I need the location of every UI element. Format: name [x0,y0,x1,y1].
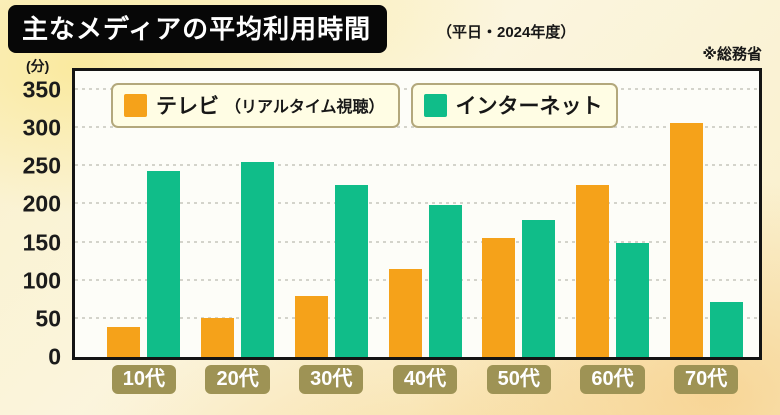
y-axis-unit-label: (分) [26,58,50,74]
legend-internet-label: インターネット [455,95,603,118]
x-label-20代: 20代 [205,365,270,394]
legend-item-internet: インターネット [410,83,618,128]
bar-group-60代 [566,185,660,357]
legend-tv-sublabel: （リアルタイム視聴） [225,99,385,116]
y-tick-350: 350 [22,76,61,103]
y-tick-0: 0 [48,343,61,370]
bar-internet-60代 [615,243,649,357]
legend: テレビ （リアルタイム視聴） インターネット [111,83,618,128]
x-axis-labels: 10代 20代 30代 40代 50代 60代 70代 [75,365,759,394]
x-label-30代: 30代 [299,365,364,394]
bar-group-50代 [472,220,566,357]
bar-tv-40代 [388,268,422,357]
bar-group-10代 [97,170,191,357]
y-axis-ticks: 0 50 100 150 200 250 300 350 [0,71,64,368]
x-label-slot-70代: 70代 [659,365,753,394]
x-label-40代: 40代 [392,365,458,394]
x-label-slot-10代: 10代 [97,365,191,394]
gridline-200 [75,202,759,205]
plot-area: テレビ （リアルタイム視聴） インターネット [72,68,762,360]
bar-tv-20代 [201,318,235,357]
y-tick-300: 300 [22,114,61,141]
x-label-slot-60代: 60代 [566,365,660,394]
bar-group-40代 [378,205,472,357]
bar-tv-30代 [294,295,328,357]
bar-tv-60代 [575,185,609,357]
y-tick-250: 250 [22,152,61,179]
page-title: 主なメディアの平均利用時間 [8,5,388,53]
legend-item-tv: テレビ （リアルタイム視聴） [111,83,400,128]
bar-internet-30代 [334,185,368,357]
y-tick-100: 100 [22,267,61,294]
x-label-slot-20代: 20代 [191,365,285,394]
internet-color-swatch [423,93,447,117]
bar-group-70代 [659,122,753,357]
bar-internet-10代 [147,170,181,357]
bar-internet-40代 [428,205,462,357]
x-label-slot-30代: 30代 [284,365,378,394]
bar-tv-70代 [669,122,703,357]
bar-group-30代 [284,185,378,357]
x-label-60代: 60代 [580,365,645,394]
y-tick-200: 200 [22,190,61,217]
x-label-70代: 70代 [674,365,739,394]
legend-tv-label: テレビ [156,95,219,118]
gridline-250 [75,164,759,167]
bar-internet-70代 [709,302,743,357]
tv-color-swatch [124,93,147,117]
y-tick-50: 50 [35,305,61,332]
bar-group-20代 [191,161,285,357]
x-label-10代: 10代 [111,365,176,394]
bar-tv-10代 [107,327,141,357]
bar-internet-20代 [241,161,275,357]
bar-tv-50代 [482,238,516,357]
data-source-note: ※総務省 [702,46,762,63]
x-label-slot-40代: 40代 [378,365,472,394]
bar-internet-50代 [522,220,556,357]
x-label-50代: 50代 [486,365,551,394]
title-period-note: （平日・2024年度） [437,24,576,41]
gridline-150 [75,240,759,243]
x-label-slot-50代: 50代 [472,365,566,394]
bars-container [75,71,759,357]
y-tick-150: 150 [22,229,61,256]
